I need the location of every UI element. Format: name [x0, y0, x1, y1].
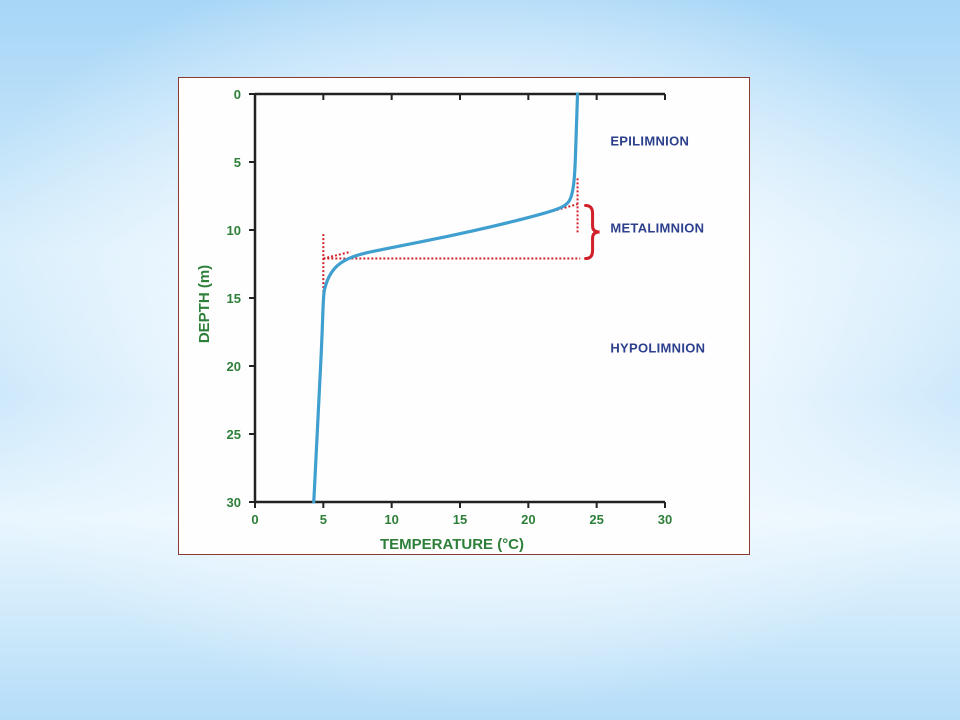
temperature-profile-line — [312, 92, 580, 504]
y-tick-label-6: 30 — [227, 495, 241, 510]
layer-labels: EPILIMNION METALIMNION HYPOLIMNION — [610, 134, 705, 356]
bracket-path — [584, 204, 600, 261]
layer-label-hypolimnion: HYPOLIMNION — [610, 340, 705, 355]
y-tick-label-3: 15 — [227, 291, 241, 306]
layer-label-metalimnion: METALIMNION — [610, 221, 704, 236]
x-tick-label-0: 0 — [251, 512, 258, 527]
y-tick-label-2: 10 — [227, 223, 241, 238]
x-tick-label-3: 15 — [453, 512, 467, 527]
ticks: 0 5 10 15 20 25 30 0 5 10 15 20 25 30 — [227, 87, 673, 527]
series — [312, 92, 580, 504]
x-tick-label-6: 30 — [658, 512, 672, 527]
x-axis-title: TEMPERATURE (°C) — [380, 536, 524, 553]
y-tick-label-0: 0 — [234, 87, 241, 102]
x-tick-label-2: 10 — [384, 512, 398, 527]
layer-label-epilimnion: EPILIMNION — [610, 134, 689, 149]
x-tick-label-5: 25 — [589, 512, 603, 527]
y-tick-label-4: 20 — [227, 359, 241, 374]
thermocline-chart: 0 5 10 15 20 25 30 0 5 10 15 20 25 30 EPILIMNION METAL… — [196, 87, 705, 553]
y-axis-title: DEPTH (m) — [196, 265, 213, 343]
metalimnion-bracket — [584, 204, 600, 261]
tangent-line-4 — [323, 250, 351, 260]
chart-frame: 0 5 10 15 20 25 30 0 5 10 15 20 25 30 EPILIMNION METAL… — [178, 77, 750, 555]
x-tick-label-4: 20 — [521, 512, 535, 527]
x-tick-label-1: 5 — [320, 512, 327, 527]
y-tick-label-1: 5 — [234, 155, 241, 170]
y-tick-label-5: 25 — [227, 427, 241, 442]
